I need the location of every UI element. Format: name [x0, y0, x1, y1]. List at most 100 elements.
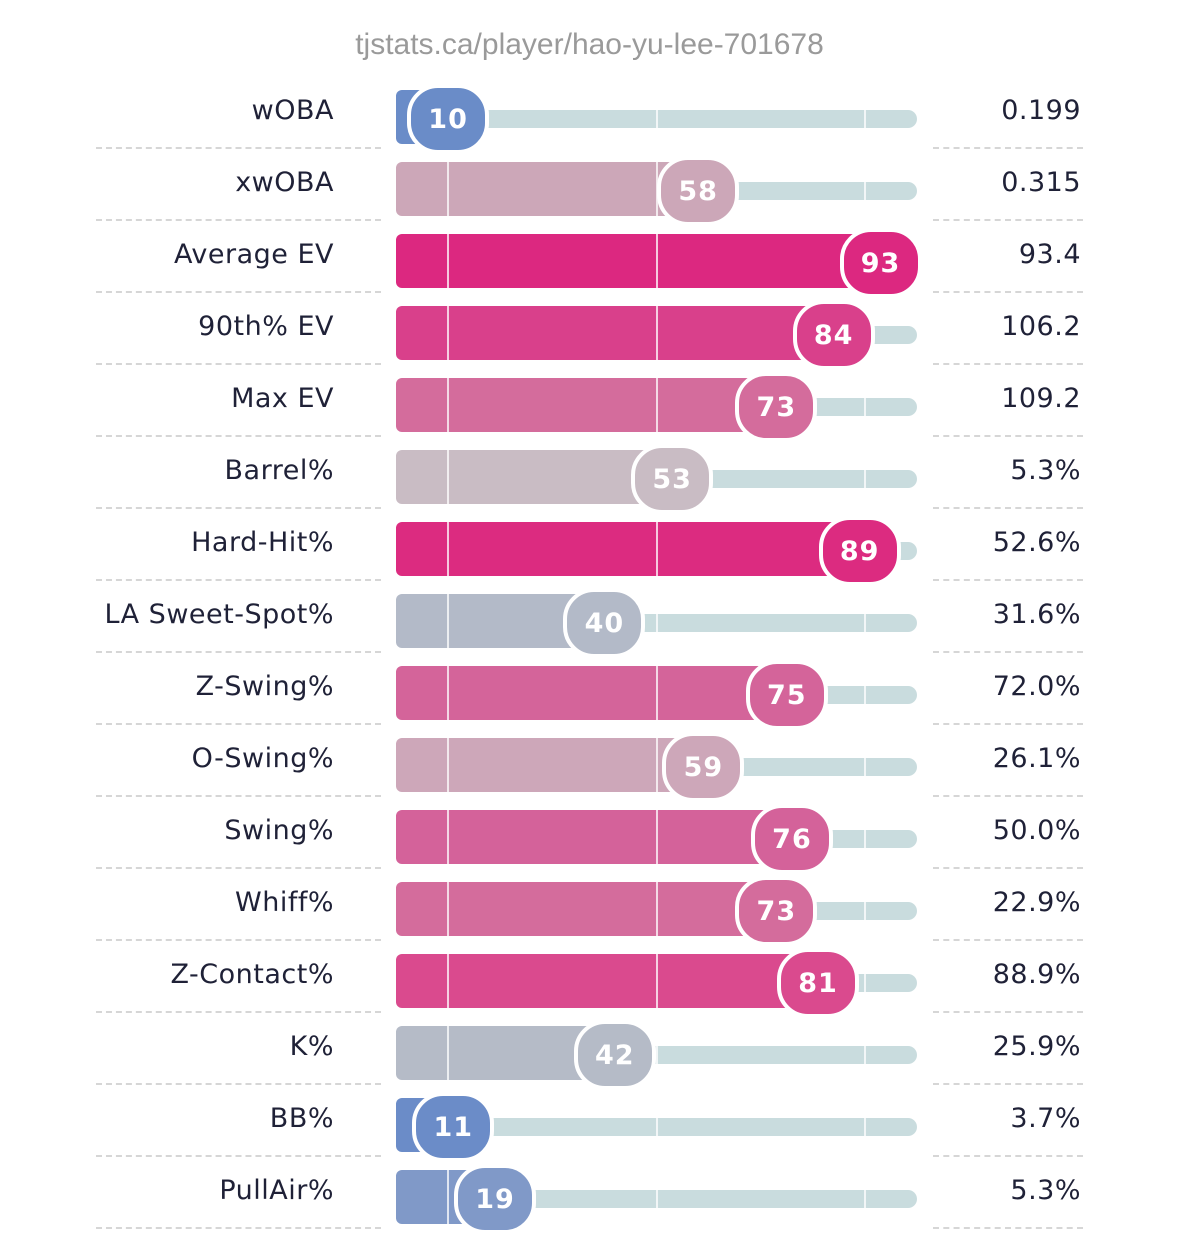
- track-gridline: [655, 1190, 658, 1208]
- percentile-bubble: 93: [839, 228, 922, 298]
- row-label: Swing%: [224, 815, 334, 846]
- row-value: 5.3%: [1010, 455, 1081, 486]
- percentile-bar: [396, 666, 787, 720]
- row-label: BB%: [269, 1103, 334, 1134]
- row-label: 90th% EV: [198, 311, 334, 342]
- bar-gridline: [447, 810, 450, 864]
- track-gridline: [863, 398, 866, 416]
- row-label: Z-Contact%: [170, 959, 334, 990]
- percentile-bar: [396, 450, 673, 504]
- track-gridline: [863, 758, 866, 776]
- track-gridline: [655, 1118, 658, 1136]
- row-separator-right: [933, 651, 1083, 653]
- bar-gridline: [655, 378, 658, 432]
- bar-gridline: [447, 162, 450, 216]
- bar-gridline: [655, 162, 658, 216]
- percentile-bubble: 76: [750, 804, 833, 874]
- row-separator-right: [933, 1227, 1083, 1229]
- track-gridline: [863, 1046, 866, 1064]
- percentile-bubble: 19: [453, 1164, 536, 1234]
- row-value: 50.0%: [992, 815, 1081, 846]
- percentile-bubble: 89: [818, 516, 901, 586]
- bar-gridline: [655, 234, 658, 288]
- bar-gridline: [447, 1026, 450, 1080]
- percentile-bar: [396, 810, 792, 864]
- percentile-bubble: 75: [745, 660, 828, 730]
- row-label: K%: [289, 1031, 334, 1062]
- percentile-bubble: 84: [792, 300, 875, 370]
- row-value: 72.0%: [992, 671, 1081, 702]
- row-label: xwOBA: [235, 167, 334, 198]
- bar-gridline: [655, 306, 658, 360]
- row-separator-right: [933, 1011, 1083, 1013]
- row-label: LA Sweet-Spot%: [104, 599, 334, 630]
- percentile-bar: [396, 882, 777, 936]
- row-value: 93.4: [1018, 239, 1081, 270]
- row-separator-right: [933, 291, 1083, 293]
- percentile-bubble: 58: [657, 156, 740, 226]
- row-separator-left: [96, 219, 381, 221]
- row-value: 109.2: [1001, 383, 1081, 414]
- row-separator-right: [933, 363, 1083, 365]
- bar-gridline: [447, 234, 450, 288]
- bar-gridline: [447, 666, 450, 720]
- row-value: 106.2: [1001, 311, 1081, 342]
- track-gridline: [863, 1190, 866, 1208]
- row-value: 0.199: [1001, 95, 1081, 126]
- bar-gridline: [447, 594, 450, 648]
- row-value: 0.315: [1001, 167, 1081, 198]
- bar-gridline: [655, 522, 658, 576]
- bar-gridline: [447, 882, 450, 936]
- row-separator-left: [96, 147, 381, 149]
- percentile-bubble: 10: [407, 84, 490, 154]
- row-separator-left: [96, 1083, 381, 1085]
- track-gridline: [863, 686, 866, 704]
- bar-gridline: [447, 378, 450, 432]
- row-value: 88.9%: [992, 959, 1081, 990]
- percentile-bar: [396, 162, 699, 216]
- bar-gridline: [655, 666, 658, 720]
- percentile-bubble: 73: [735, 876, 818, 946]
- bar-gridline: [447, 522, 450, 576]
- row-separator-right: [933, 219, 1083, 221]
- row-value: 22.9%: [992, 887, 1081, 918]
- row-separator-right: [933, 579, 1083, 581]
- bar-gridline: [655, 738, 658, 792]
- row-separator-left: [96, 795, 381, 797]
- row-value: 31.6%: [992, 599, 1081, 630]
- row-label: O-Swing%: [191, 743, 334, 774]
- row-separator-left: [96, 363, 381, 365]
- row-value: 25.9%: [992, 1031, 1081, 1062]
- row-separator-right: [933, 435, 1083, 437]
- row-value: 26.1%: [992, 743, 1081, 774]
- percentile-bubble: 42: [573, 1020, 656, 1090]
- track-gridline: [655, 614, 658, 632]
- bar-gridline: [655, 810, 658, 864]
- percentile-bar: [396, 378, 777, 432]
- row-separator-right: [933, 939, 1083, 941]
- bar-gridline: [655, 882, 658, 936]
- track-gridline: [863, 974, 866, 992]
- row-label: Whiff%: [235, 887, 334, 918]
- row-separator-left: [96, 1011, 381, 1013]
- percentile-bubble: 40: [563, 588, 646, 658]
- row-label: Hard-Hit%: [191, 527, 334, 558]
- row-separator-left: [96, 579, 381, 581]
- row-label: wOBA: [251, 95, 334, 126]
- row-separator-left: [96, 507, 381, 509]
- row-label: Z-Swing%: [195, 671, 334, 702]
- bar-gridline: [655, 954, 658, 1008]
- row-separator-left: [96, 291, 381, 293]
- track-gridline: [655, 1046, 658, 1064]
- row-value: 3.7%: [1010, 1103, 1081, 1134]
- row-separator-right: [933, 1155, 1083, 1157]
- row-separator-left: [96, 867, 381, 869]
- row-label: Barrel%: [224, 455, 334, 486]
- bar-gridline: [447, 738, 450, 792]
- track-gridline: [863, 614, 866, 632]
- track-gridline: [863, 902, 866, 920]
- row-separator-left: [96, 1227, 381, 1229]
- percentile-bar: [396, 522, 860, 576]
- bar-gridline: [447, 306, 450, 360]
